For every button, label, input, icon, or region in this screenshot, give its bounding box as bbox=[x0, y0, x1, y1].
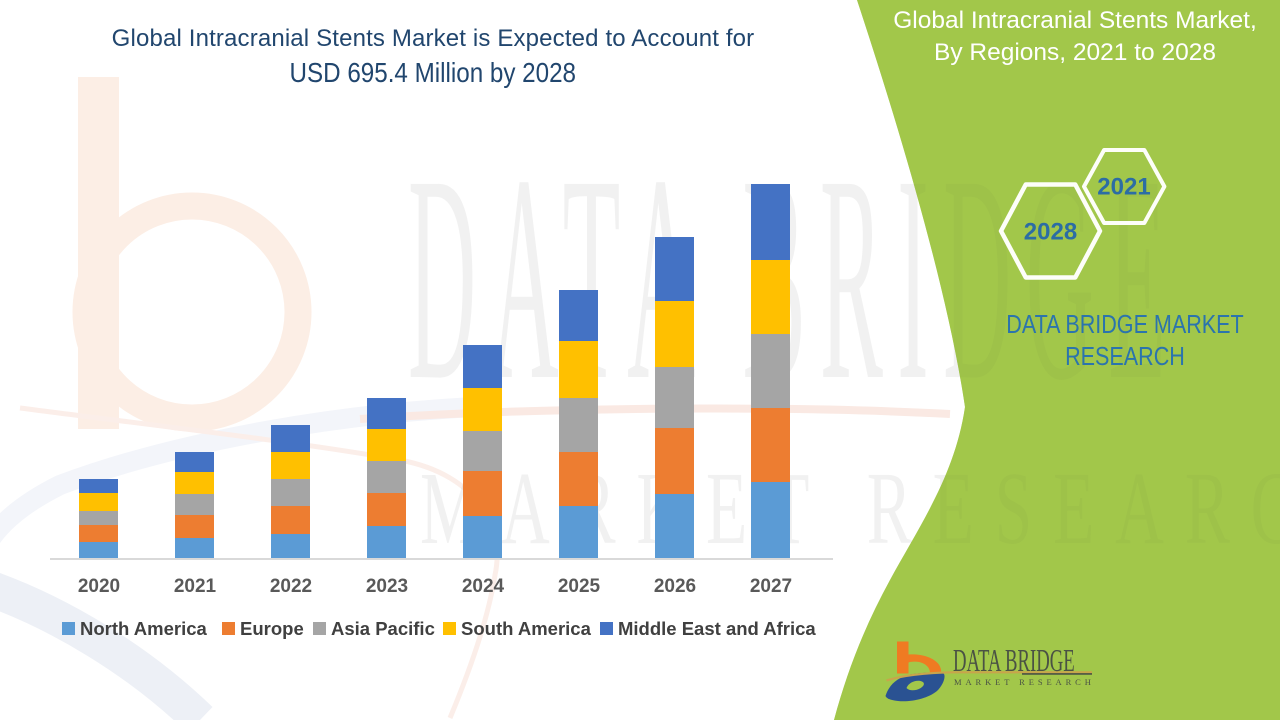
svg-text:MARKET RESEARCH: MARKET RESEARCH bbox=[954, 677, 1095, 687]
svg-text:DATA BRIDGE: DATA BRIDGE bbox=[953, 643, 1075, 678]
svg-text:2021: 2021 bbox=[1097, 174, 1150, 201]
svg-text:2028: 2028 bbox=[1024, 219, 1077, 246]
